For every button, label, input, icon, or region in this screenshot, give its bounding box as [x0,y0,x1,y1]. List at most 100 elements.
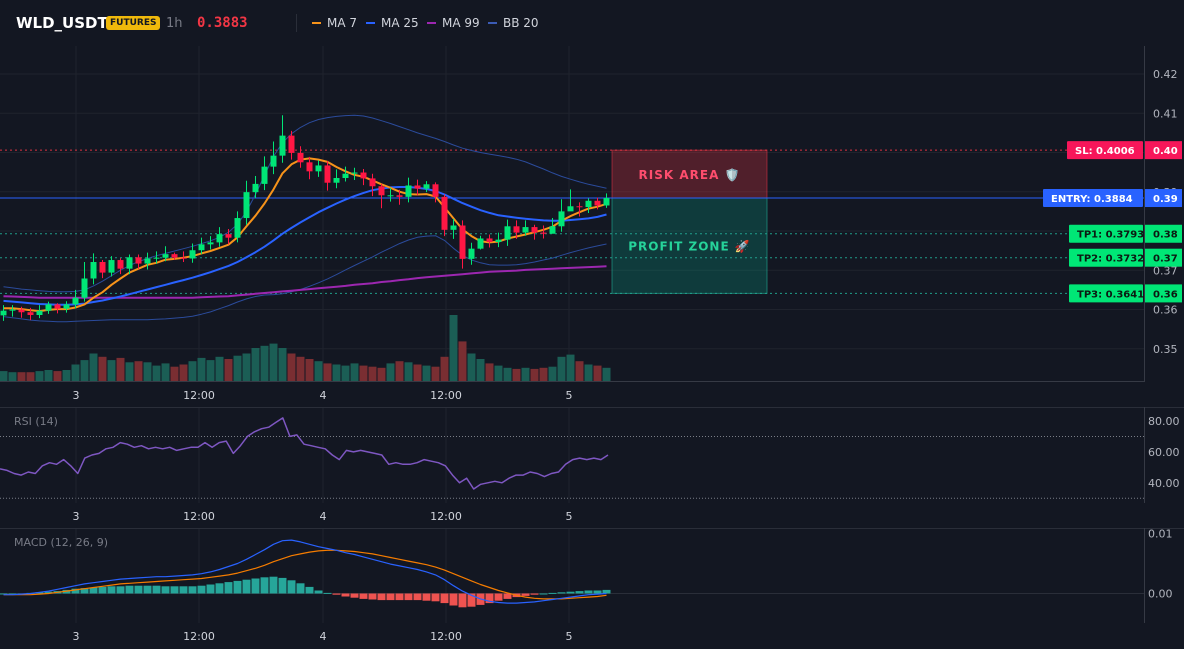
macd-histogram-bar [557,592,566,594]
candle [441,194,448,237]
candle-body [81,278,88,298]
candle [72,289,79,309]
volume-bar [0,371,8,381]
level-tag-sl [1067,141,1143,160]
candle-body [558,211,565,227]
macd-histogram-bar [80,588,89,594]
candle-body [99,262,106,273]
level-tag-label: TP2: 0.3732 [1077,254,1144,265]
candle [126,254,133,275]
time-tick-label: 12:00 [183,510,215,523]
macd-histogram-bar [188,586,197,594]
volume-bar [467,353,476,381]
rsi-tick-label: 40.00 [1148,477,1180,490]
volume-bar [404,362,413,381]
timeframe-label[interactable]: 1h [166,16,183,31]
macd-histogram-bar [440,593,449,604]
macd-histogram-bar [458,593,467,608]
candle [18,306,25,318]
volume-bar [296,356,305,381]
macd-histogram-bar [296,583,305,594]
candle-body [207,242,214,245]
volume-bar [98,356,107,381]
time-tick-label: 4 [320,510,327,523]
macd-histogram-bar [152,585,161,594]
candle-body [324,165,331,183]
volume-bar [395,361,404,381]
candle [396,189,403,205]
candle-body [531,227,538,233]
level-tag-label: SL: 0.4006 [1075,146,1135,157]
macd-panel[interactable]: MACD (12, 26, 9) 0.01 0.00 [0,528,1173,624]
legend-ma99[interactable]: MA 99 [427,16,480,30]
price-tick-label: 0.41 [1153,107,1178,120]
candle-body [243,192,250,219]
volume-bar [449,315,458,381]
candle [180,251,187,263]
candle [252,176,259,199]
bb-upper-line [3,114,607,293]
macd-histogram-bar [314,590,323,594]
macd-histogram-bar [197,585,206,594]
volume-bar [161,363,170,381]
volume-bar [593,365,602,381]
rsi-panel[interactable]: RSI (14) 80.00 60.00 40.00 [0,408,1180,503]
volume-bar [602,367,611,381]
profit-zone[interactable] [611,197,768,294]
candle [351,167,358,180]
profit-zone-label: PROFIT ZONE 🚀 [628,240,751,254]
candle-body [315,165,322,172]
volume-bars [0,315,611,381]
macd-histogram-bar [548,592,557,594]
candle-body [36,310,43,315]
candle-body [576,206,583,208]
candle-body [342,173,349,179]
candle-body [567,206,574,212]
volume-bar [557,356,566,381]
candle-body [495,239,502,242]
volume-bar [242,353,251,381]
candle-body [90,262,97,279]
macd-histogram-bar [431,593,440,602]
volume-bar [197,357,206,381]
candle-body [180,257,187,259]
candle-body [603,198,610,206]
volume-bar [422,365,431,381]
legend-bb20[interactable]: BB 20 [488,16,539,30]
candle-body [441,196,448,230]
volume-bar [521,367,530,381]
macd-histogram-bar [395,593,404,601]
symbol-name[interactable]: WLD_USDT [16,14,108,32]
macd-histogram-bar [350,593,359,598]
level-tag-label: TP1: 0.3793 [1077,230,1144,241]
price-grid [0,46,1144,381]
level-tag-label: TP3: 0.3641 [1077,289,1144,300]
price-tick-label: 0.42 [1153,68,1178,81]
macd-histogram-bar [125,585,134,594]
macd-histogram-bar [332,593,341,595]
candle [405,177,412,203]
ma99-line [3,265,607,299]
volume-bar [89,353,98,381]
candle-body [279,135,286,156]
legend-ma25[interactable]: MA 25 [366,16,419,30]
candle-body [189,250,196,259]
macd-histogram-bar [494,593,503,601]
candle-body [18,309,25,313]
macd-histogram-bar [539,593,548,595]
macd-histogram-bar [107,586,116,594]
risk-area-zone[interactable] [611,149,768,199]
candle-body [585,200,592,208]
rsi-title: RSI (14) [14,415,58,428]
macd-histogram-bar [8,593,17,595]
price-axis[interactable]: 0.42 0.41 0.40 0.39 0.38 0.37 0.36 0.35 [1153,68,1178,356]
volume-bar [323,363,332,381]
candle-body [171,254,178,258]
volume-bar [512,368,521,381]
volume-bar [62,370,71,381]
macd-title: MACD (12, 26, 9) [14,536,108,549]
macd-histogram-bar [449,593,458,606]
legend-ma7[interactable]: MA 7 [312,16,357,30]
macd-histogram-bar [269,576,278,594]
